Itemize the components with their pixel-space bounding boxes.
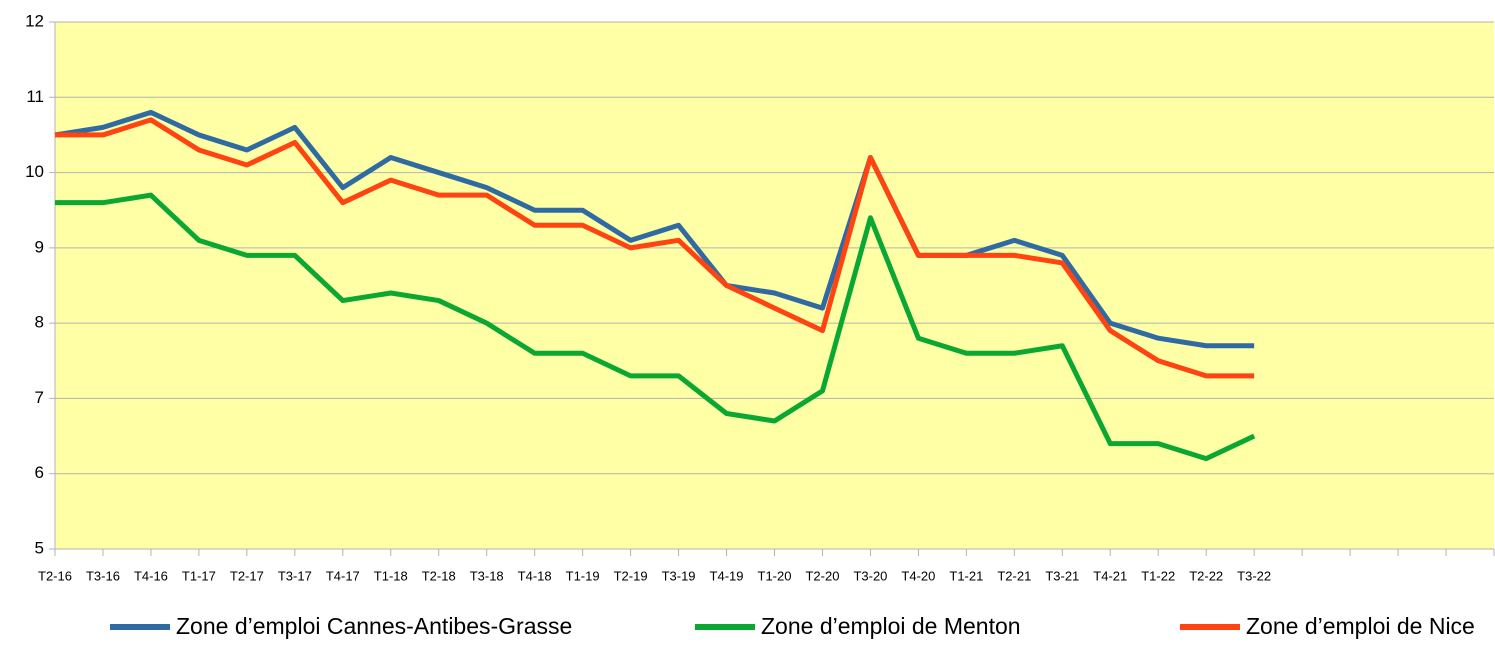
x-tick-label: T3-22 <box>1237 568 1271 583</box>
x-tick-label: T3-21 <box>1045 568 1079 583</box>
x-tick-label: T2-18 <box>422 568 456 583</box>
y-tick-label: 11 <box>26 87 44 106</box>
x-tick-label: T1-19 <box>566 568 600 583</box>
x-tick-label: T4-18 <box>518 568 552 583</box>
x-tick-label: T3-16 <box>86 568 120 583</box>
legend-label: Zone d’emploi de Menton <box>761 613 1021 639</box>
x-tick-label: T4-19 <box>710 568 744 583</box>
x-tick-label: T3-19 <box>662 568 696 583</box>
x-tick-label: T2-16 <box>38 568 72 583</box>
x-tick-label: T1-21 <box>949 568 983 583</box>
x-tick-label: T1-18 <box>374 568 408 583</box>
series-line <box>55 192 1256 462</box>
y-tick-label: 7 <box>35 388 44 407</box>
y-tick-label: 6 <box>35 463 44 482</box>
x-tick-label: T2-20 <box>805 568 839 583</box>
series-line <box>54 109 1255 349</box>
y-tick-label: 8 <box>35 313 44 332</box>
x-tick-label: T3-17 <box>278 568 312 583</box>
y-tick-label: 10 <box>25 162 44 181</box>
x-tick-label: T3-20 <box>853 568 887 583</box>
x-tick-label: T2-17 <box>230 568 264 583</box>
y-tick-label: 9 <box>35 237 44 256</box>
series-line <box>55 117 1255 379</box>
y-tick-label: 5 <box>35 538 44 557</box>
x-tick-label: T1-17 <box>182 568 216 583</box>
x-tick-label: T4-20 <box>901 568 935 583</box>
x-tick-label: T2-22 <box>1189 568 1223 583</box>
x-tick-label: T3-18 <box>470 568 504 583</box>
x-tick-label: T4-16 <box>134 568 168 583</box>
legend-label: Zone d’emploi de Nice <box>1246 613 1475 639</box>
x-tick-label: T4-17 <box>326 568 360 583</box>
x-tick-label: T1-20 <box>758 568 792 583</box>
x-tick-label: T2-19 <box>614 568 648 583</box>
x-tick-label: T2-21 <box>997 568 1031 583</box>
plot-area <box>55 22 1494 549</box>
legend-label: Zone d’emploi Cannes-Antibes-Grasse <box>176 613 572 639</box>
x-tick-label: T1-22 <box>1141 568 1175 583</box>
x-tick-label: T4-21 <box>1093 568 1127 583</box>
y-tick-label: 12 <box>25 11 44 30</box>
